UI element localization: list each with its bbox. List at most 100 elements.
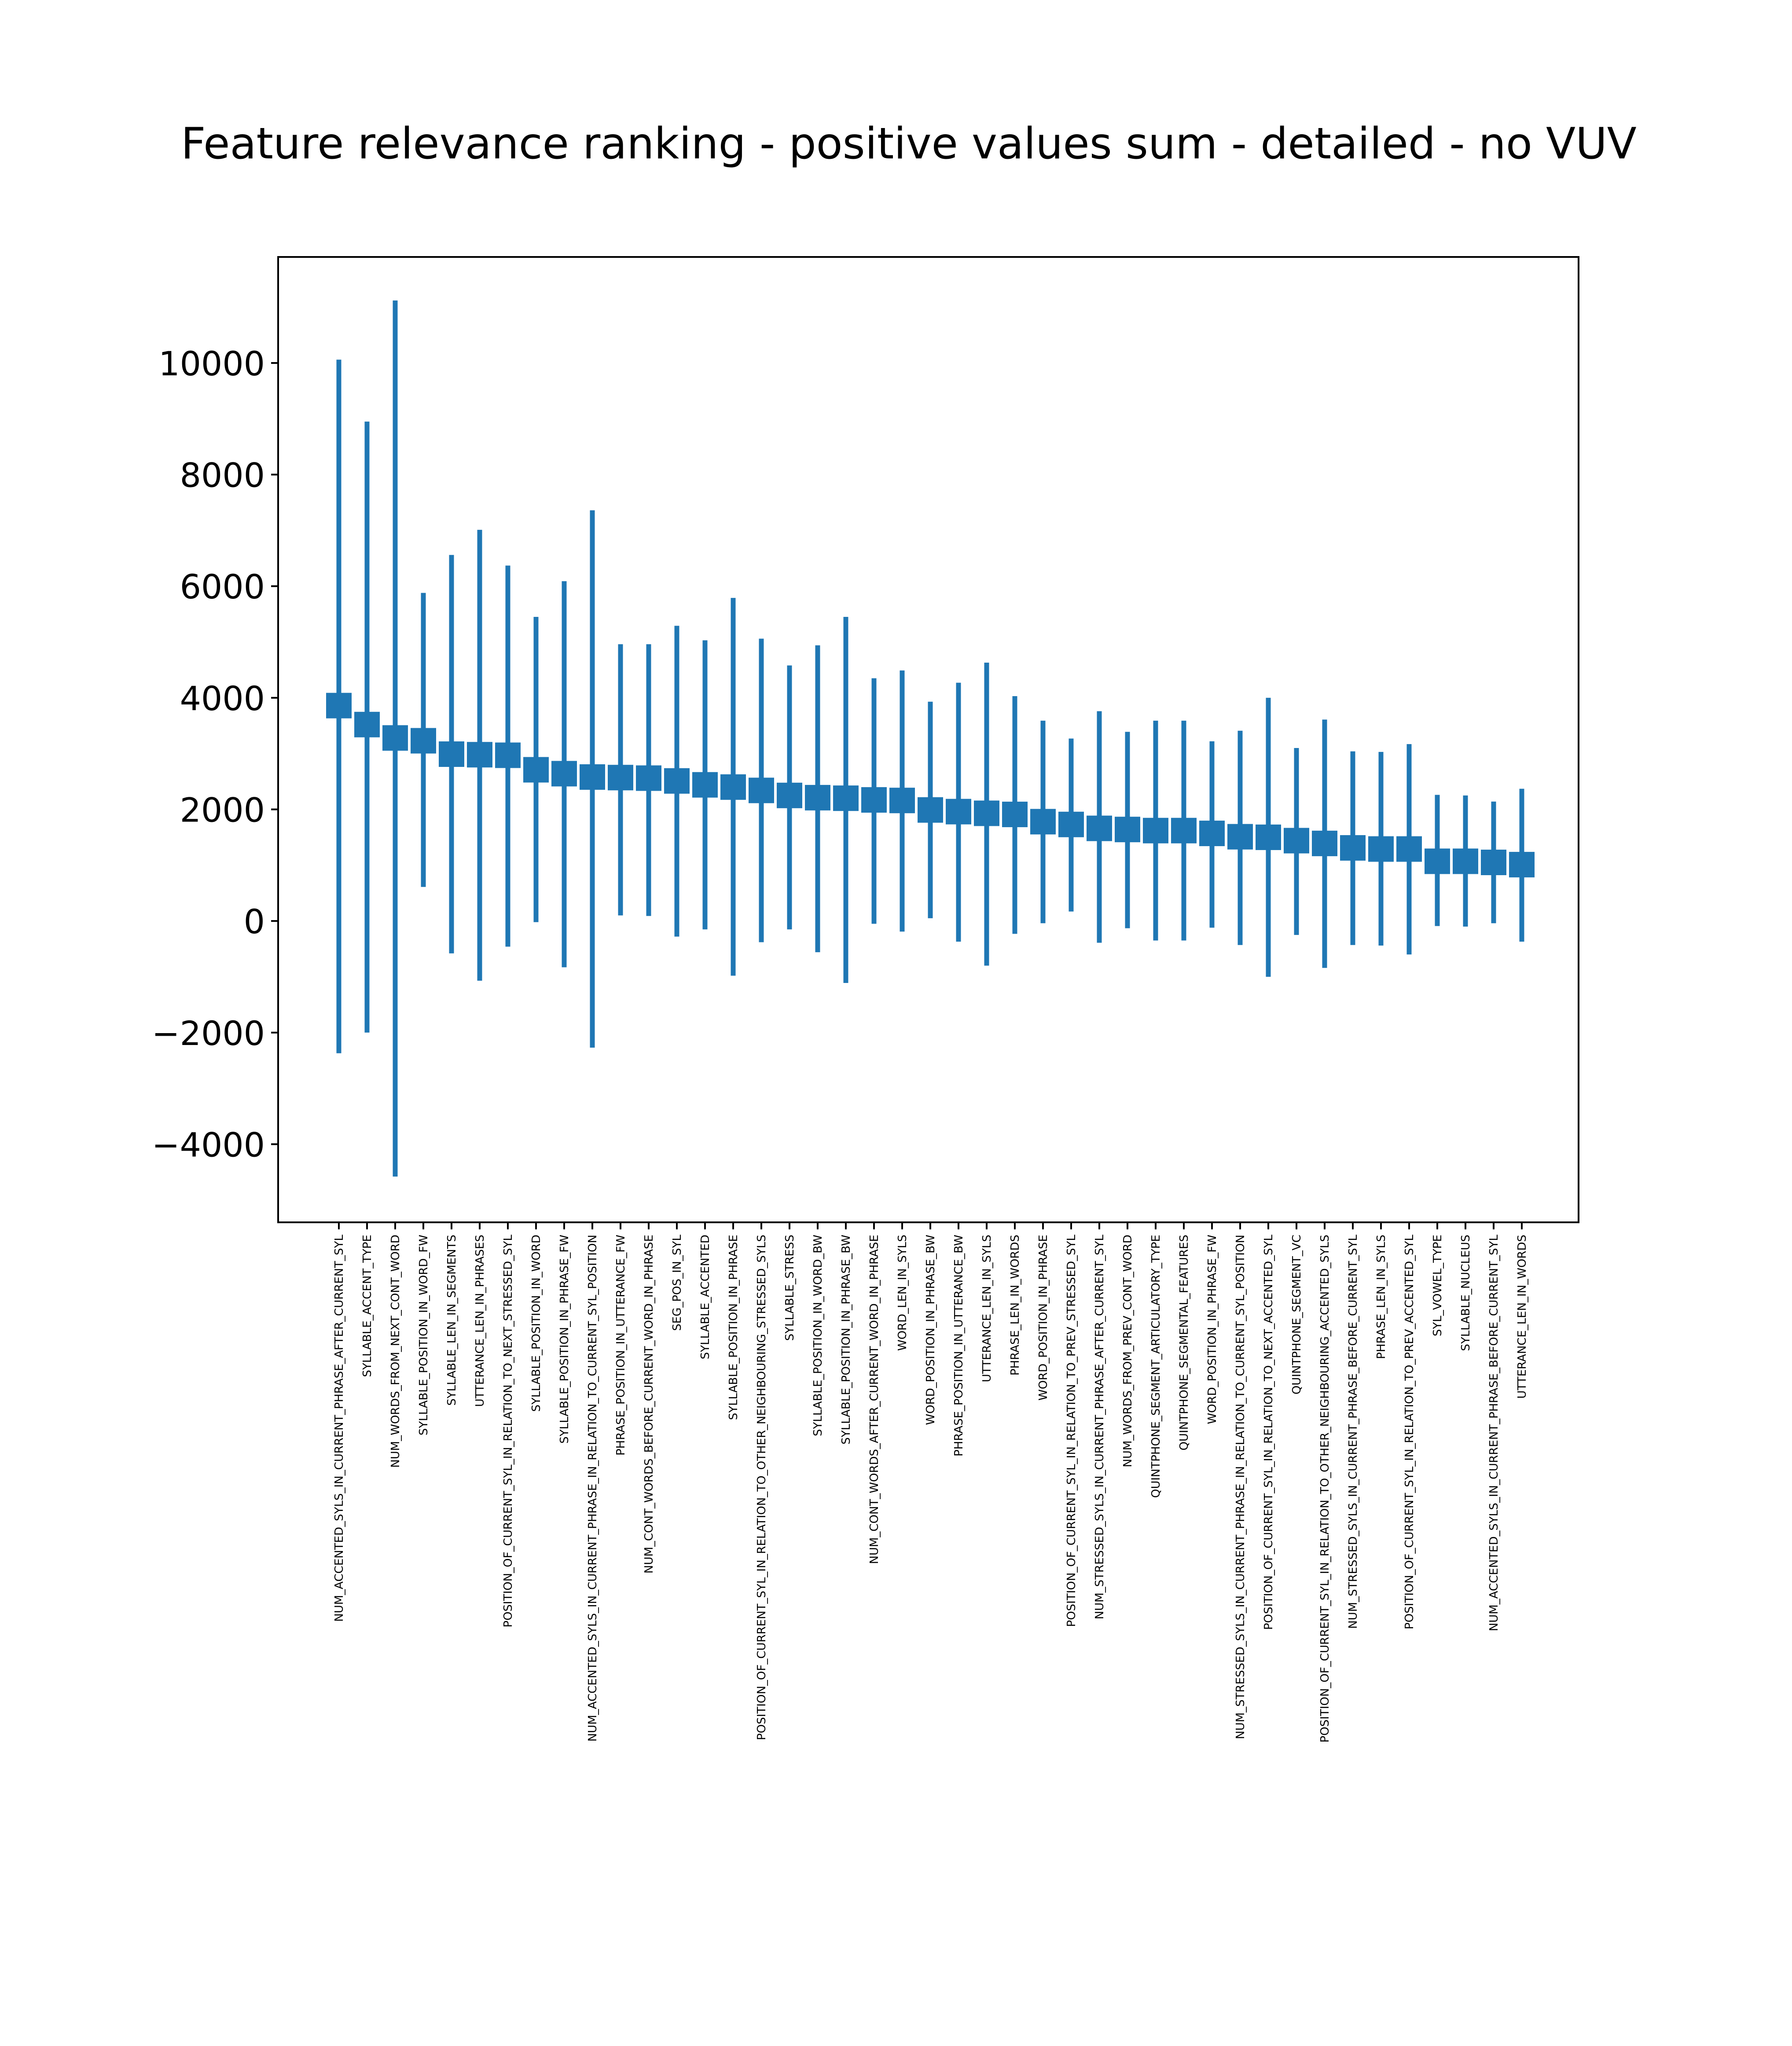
value-marker xyxy=(1143,818,1168,843)
x-tick-label: POSITION_OF_CURRENT_SYL_IN_RELATION_TO_O… xyxy=(755,1235,768,1740)
y-axis: −4000 −2000 0 2000 4000 6000 8000 10000 xyxy=(152,344,278,1164)
value-marker xyxy=(1058,811,1084,837)
value-marker xyxy=(1227,824,1253,850)
value-marker xyxy=(636,765,661,791)
value-marker xyxy=(861,787,887,813)
x-tick-label: SYL_VOWEL_TYPE xyxy=(1431,1235,1444,1336)
value-marker xyxy=(720,774,746,800)
x-tick-label: SYLLABLE_ACCENTED xyxy=(699,1235,712,1359)
value-marker xyxy=(551,761,577,787)
x-tick-label: NUM_STRESSED_SYLS_IN_CURRENT_PHRASE_IN_R… xyxy=(1234,1235,1247,1739)
value-marker xyxy=(974,800,999,826)
x-tick-label: NUM_ACCENTED_SYLS_IN_CURRENT_PHRASE_IN_R… xyxy=(586,1235,599,1742)
value-marker xyxy=(608,765,633,791)
value-marker xyxy=(664,768,690,794)
x-tick-label: NUM_CONT_WORDS_BEFORE_CURRENT_WORD_IN_PH… xyxy=(643,1235,656,1573)
value-marker xyxy=(411,728,436,754)
plot-frame xyxy=(277,256,1579,1223)
value-marker xyxy=(1256,824,1281,850)
x-tick-label: POSITION_OF_CURRENT_SYL_IN_RELATION_TO_P… xyxy=(1403,1234,1416,1629)
value-marker xyxy=(1199,821,1225,847)
value-marker xyxy=(1509,852,1535,878)
x-tick-label: NUM_ACCENTED_SYLS_IN_CURRENT_PHRASE_BEFO… xyxy=(1487,1234,1501,1631)
value-marker xyxy=(1087,815,1112,841)
value-marker xyxy=(777,782,802,808)
chart-title: Feature relevance ranking - positive val… xyxy=(181,119,1637,169)
x-tick-label: NUM_ACCENTED_SYLS_IN_CURRENT_PHRASE_AFTE… xyxy=(333,1234,346,1621)
x-tick-label: SYLLABLE_LEN_IN_SEGMENTS xyxy=(445,1235,459,1406)
x-tick-label: WORD_POSITION_IN_PHRASE xyxy=(1037,1235,1050,1401)
x-tick-label: PHRASE_LEN_IN_SYLS xyxy=(1375,1235,1388,1359)
y-tick-label: 10000 xyxy=(158,344,265,383)
x-tick-label: WORD_POSITION_IN_PHRASE_FW xyxy=(1206,1235,1219,1424)
x-tick-label: QUINTPHONE_SEGMENT_ARTICULATORY_TYPE xyxy=(1149,1235,1163,1498)
x-tick-label: SYLLABLE_STRESS xyxy=(783,1235,797,1341)
x-tick-label: SYLLABLE_POSITION_IN_WORD_BW xyxy=(812,1235,825,1436)
y-tick-label: 6000 xyxy=(180,567,265,606)
value-marker xyxy=(580,764,605,790)
value-marker xyxy=(1425,848,1450,874)
x-tick-label: SYLLABLE_POSITION_IN_WORD_FW xyxy=(417,1235,430,1435)
value-marker xyxy=(326,693,352,719)
x-tick-label: WORD_LEN_IN_SYLS xyxy=(896,1235,909,1351)
value-marker xyxy=(523,757,549,783)
x-tick-label: POSITION_OF_CURRENT_SYL_IN_RELATION_TO_O… xyxy=(1318,1235,1332,1742)
plot-marks xyxy=(326,300,1535,1177)
value-marker xyxy=(749,777,774,803)
x-tick-label: UTTERANCE_LEN_IN_WORDS xyxy=(1516,1235,1529,1399)
x-tick-label: SYLLABLE_POSITION_IN_PHRASE xyxy=(727,1235,740,1420)
value-marker xyxy=(946,799,971,825)
x-axis: NUM_ACCENTED_SYLS_IN_CURRENT_PHRASE_AFTE… xyxy=(333,1222,1529,1742)
x-tick-label: POSITION_OF_CURRENT_SYL_IN_RELATION_TO_N… xyxy=(1262,1234,1275,1630)
x-tick-label: NUM_WORDS_FROM_NEXT_CONT_WORD xyxy=(389,1235,402,1468)
y-tick-label: −2000 xyxy=(152,1014,265,1053)
value-marker xyxy=(439,741,464,767)
x-tick-label: PHRASE_LEN_IN_WORDS xyxy=(1009,1235,1022,1375)
x-tick-label: NUM_CONT_WORDS_AFTER_CURRENT_WORD_IN_PHR… xyxy=(868,1235,881,1564)
x-tick-label: WORD_POSITION_IN_PHRASE_BW xyxy=(924,1235,937,1425)
x-tick-label: UTTERANCE_LEN_IN_PHRASES xyxy=(474,1235,487,1407)
x-tick-label: QUINTPHONE_SEGMENT_VC xyxy=(1290,1235,1304,1394)
value-marker xyxy=(833,785,859,811)
value-marker xyxy=(692,772,718,798)
x-tick-label: SEG_POS_IN_SYL xyxy=(671,1234,684,1331)
value-marker xyxy=(495,742,521,768)
y-tick-label: 4000 xyxy=(180,679,265,718)
x-tick-label: SYLLABLE_POSITION_IN_PHRASE_FW xyxy=(558,1235,571,1444)
y-tick-label: 2000 xyxy=(180,791,265,830)
value-marker xyxy=(1368,836,1394,862)
x-tick-label: PHRASE_POSITION_IN_UTTERANCE_BW xyxy=(952,1235,966,1456)
x-tick-label: SYLLABLE_NUCLEUS xyxy=(1459,1235,1473,1351)
x-tick-label: PHRASE_POSITION_IN_UTTERANCE_FW xyxy=(614,1235,628,1456)
x-tick-label: POSITION_OF_CURRENT_SYL_IN_RELATION_TO_P… xyxy=(1065,1235,1078,1627)
x-tick-label: UTTERANCE_LEN_IN_SYLS xyxy=(980,1235,994,1382)
value-marker xyxy=(805,785,830,810)
value-marker xyxy=(1312,830,1337,856)
value-marker xyxy=(1481,850,1506,876)
value-marker xyxy=(1340,835,1366,861)
value-marker xyxy=(1171,818,1197,843)
y-tick-label: 8000 xyxy=(180,456,265,495)
x-tick-label: POSITION_OF_CURRENT_SYL_IN_RELATION_TO_N… xyxy=(502,1234,515,1627)
value-marker xyxy=(1030,809,1056,835)
value-marker xyxy=(889,788,915,814)
value-marker xyxy=(1396,836,1422,862)
x-tick-label: NUM_STRESSED_SYLS_IN_CURRENT_PHRASE_BEFO… xyxy=(1347,1234,1360,1628)
y-tick-label: 0 xyxy=(244,902,265,941)
value-marker xyxy=(354,711,380,737)
x-tick-label: SYLLABLE_POSITION_IN_WORD xyxy=(530,1235,543,1412)
value-marker xyxy=(382,725,408,751)
value-marker xyxy=(1453,848,1478,874)
value-marker xyxy=(1284,828,1309,854)
x-tick-label: NUM_WORDS_FROM_PREV_CONT_WORD xyxy=(1121,1235,1135,1467)
value-marker xyxy=(467,742,492,768)
y-tick-label: −4000 xyxy=(152,1125,265,1164)
x-tick-label: QUINTPHONE_SEGMENTAL_FEATURES xyxy=(1178,1235,1191,1451)
x-tick-label: NUM_STRESSED_SYLS_IN_CURRENT_PHRASE_AFTE… xyxy=(1093,1234,1106,1619)
x-tick-label: SYLLABLE_ACCENT_TYPE xyxy=(361,1235,374,1377)
x-tick-label: SYLLABLE_POSITION_IN_PHRASE_BW xyxy=(840,1235,853,1445)
value-marker xyxy=(1002,801,1028,827)
value-marker xyxy=(1115,817,1140,843)
